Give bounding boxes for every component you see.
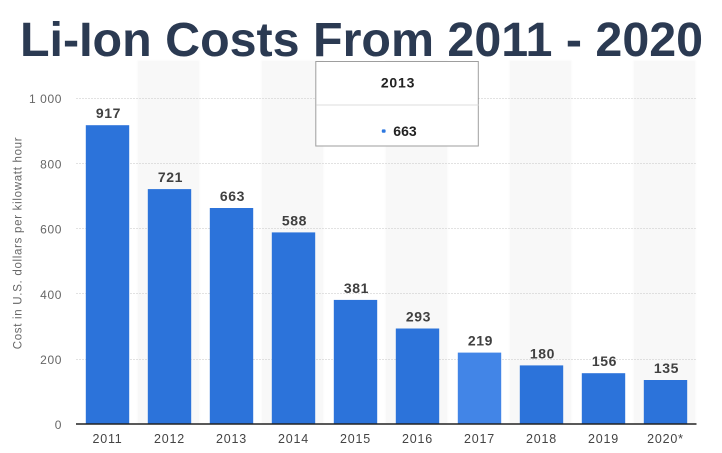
- svg-text:2011: 2011: [92, 432, 122, 446]
- svg-text:721: 721: [158, 169, 183, 185]
- svg-text:200: 200: [40, 353, 62, 367]
- svg-text:2019: 2019: [588, 432, 619, 446]
- svg-text:135: 135: [654, 360, 679, 376]
- svg-text:663: 663: [393, 123, 417, 139]
- svg-text:2013: 2013: [381, 74, 415, 90]
- svg-text:800: 800: [40, 157, 62, 171]
- svg-text:180: 180: [530, 345, 555, 361]
- svg-text:663: 663: [220, 188, 245, 204]
- svg-text:Li-Ion Costs From 2011 - 2020: Li-Ion Costs From 2011 - 2020: [20, 13, 703, 67]
- svg-text:600: 600: [40, 223, 62, 237]
- svg-text:588: 588: [282, 212, 307, 228]
- svg-text:156: 156: [592, 353, 617, 369]
- svg-text:Cost in U.S. dollars per kilow: Cost in U.S. dollars per kilowatt hour: [13, 137, 25, 350]
- svg-text:2018: 2018: [526, 432, 557, 446]
- svg-text:917: 917: [96, 105, 121, 121]
- svg-text:2013: 2013: [216, 432, 247, 446]
- svg-text:2015: 2015: [340, 432, 371, 446]
- svg-text:2014: 2014: [278, 432, 309, 446]
- svg-text:2020*: 2020*: [647, 432, 684, 446]
- svg-text:2012: 2012: [154, 432, 185, 446]
- svg-text:293: 293: [406, 309, 431, 325]
- svg-text:219: 219: [468, 333, 493, 349]
- svg-text:1 000: 1 000: [29, 92, 62, 106]
- svg-text:2016: 2016: [402, 432, 433, 446]
- svg-text:400: 400: [40, 288, 62, 302]
- svg-text:0: 0: [55, 418, 62, 432]
- svg-text:381: 381: [344, 280, 369, 296]
- svg-text:2017: 2017: [464, 432, 495, 446]
